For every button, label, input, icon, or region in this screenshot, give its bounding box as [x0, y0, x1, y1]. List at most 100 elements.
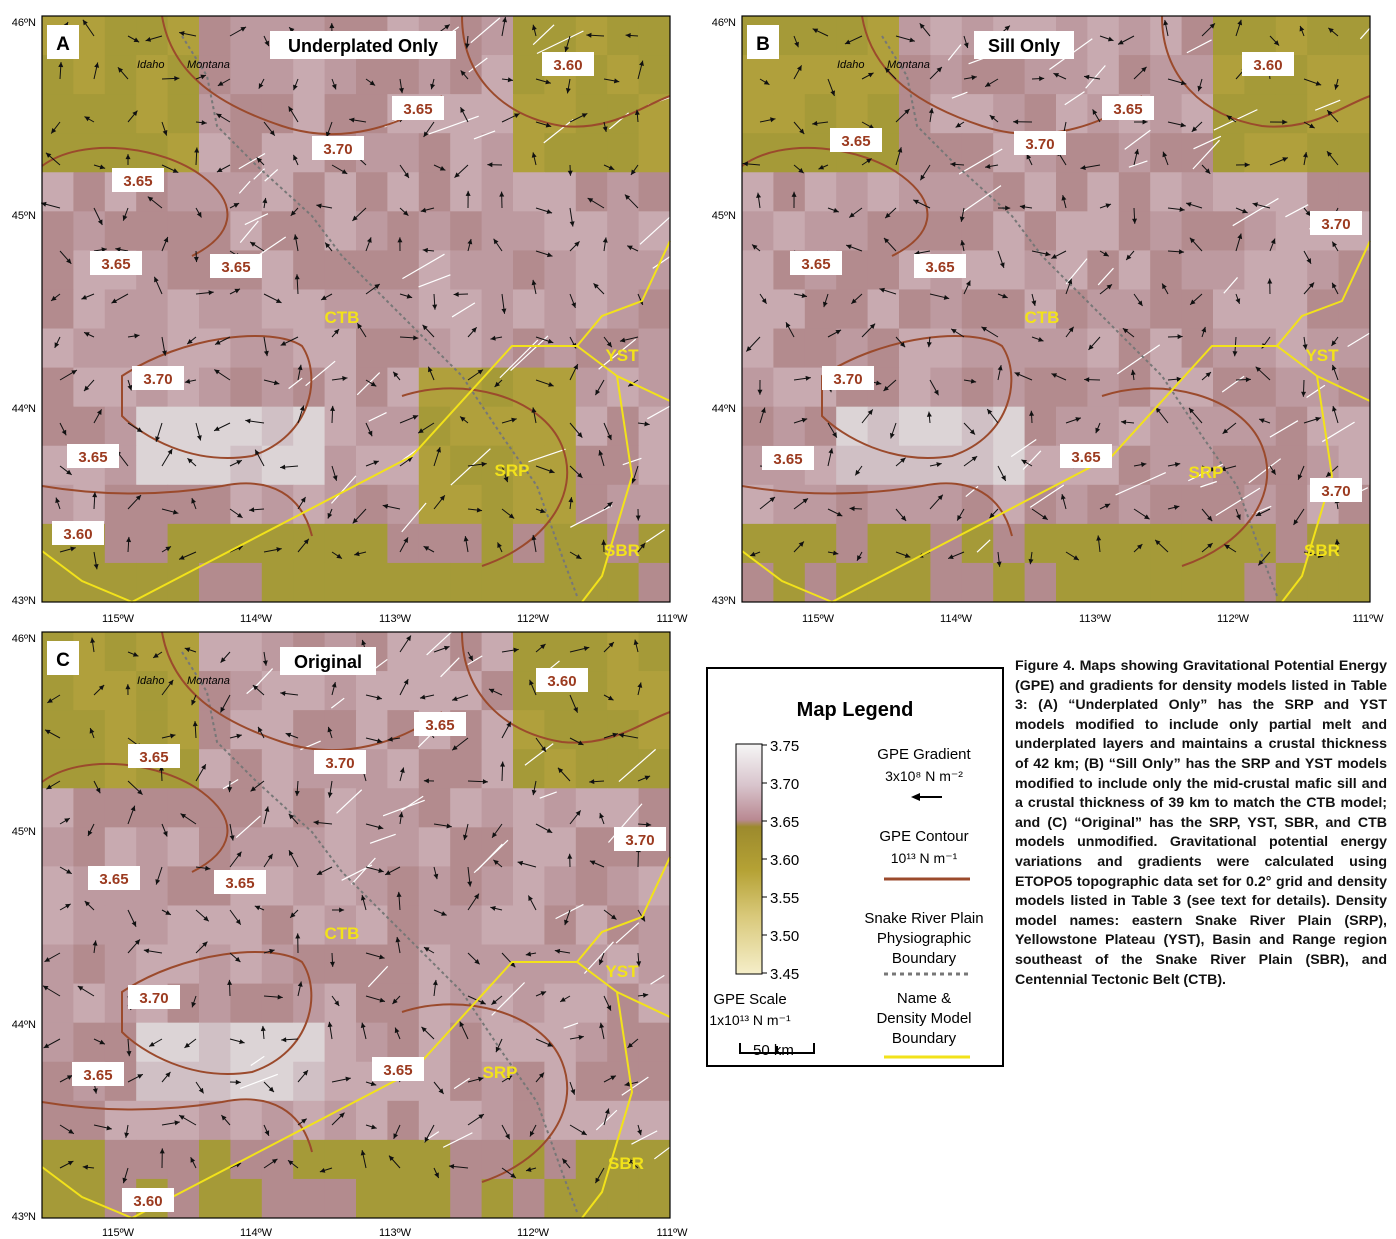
gpe-cell [450, 944, 483, 985]
gpe-cell [1056, 484, 1088, 525]
gradient-arrow-head [868, 72, 874, 78]
gradient-arrow-head [997, 365, 1003, 371]
fault-line [400, 795, 424, 812]
gradient-arrow-head [220, 657, 226, 663]
gpe-cell [42, 367, 74, 408]
gpe-cell [136, 710, 169, 750]
gpe-cell [1213, 328, 1245, 369]
gradient-arrow-head [481, 461, 487, 467]
gpe-cell [230, 944, 263, 985]
gpe-cell [73, 94, 106, 134]
contour-label-box [822, 366, 874, 390]
gradient-arrow-head [412, 415, 419, 420]
gpe-cell [199, 367, 231, 408]
gpe-cell [513, 1100, 545, 1141]
gradient-arrow-head [589, 779, 595, 785]
gradient-arrow-head [406, 293, 413, 299]
gradient-arrow-head [1302, 152, 1308, 158]
gpe-cell [356, 289, 388, 330]
gradient-arrow-head [237, 512, 243, 518]
gradient-arrow-head [868, 124, 875, 129]
gpe-cell [638, 671, 671, 711]
gpe-cell [324, 905, 357, 946]
lat-tick-label: 43ºN [12, 595, 36, 607]
map-border [41, 15, 671, 603]
gpe-cell [742, 406, 774, 447]
gradient-arrow-head [293, 234, 299, 240]
scale-unit: 1x10¹³ N m⁻¹ [709, 1012, 791, 1028]
gpe-cell [481, 16, 514, 56]
gpe-cell [867, 172, 900, 212]
gpe-cell [836, 328, 869, 369]
gradient-arrow-head [316, 203, 322, 209]
gradient-arrow-head [460, 416, 466, 422]
density-model-boundary [1316, 375, 1371, 402]
gpe-cell [993, 250, 1026, 290]
lat-tick-label: 46ºN [712, 17, 736, 29]
gpe-cell [42, 1022, 74, 1063]
gradient-arrow-head [1308, 282, 1315, 288]
fault-line [331, 475, 357, 504]
gradient-arrow-head [985, 81, 991, 87]
gpe-cell [42, 328, 74, 369]
gpe-cell [993, 406, 1026, 447]
fault-line [1188, 463, 1224, 482]
gradient-arrow-head [742, 161, 748, 167]
gradient-arrow-head [234, 288, 241, 294]
gpe-cell [42, 1100, 74, 1141]
contour-label-box [90, 251, 142, 275]
gradient-arrow-head [851, 298, 857, 304]
gpe-cell [481, 133, 514, 173]
gradient-arrow-head [404, 172, 409, 178]
gpe-cell [481, 289, 514, 330]
gpe-cell [742, 172, 774, 212]
fault-line [1359, 9, 1387, 40]
gradient-arrow-head [1334, 539, 1340, 545]
gradient-arrow-head [1328, 27, 1334, 33]
gpe-cell [230, 94, 263, 134]
gpe-cell [993, 211, 1026, 251]
gradient-arrow-head [398, 87, 404, 94]
contour-label-box [1310, 478, 1362, 502]
gradient-arrow-head [577, 472, 583, 478]
gpe-cell [293, 250, 326, 290]
gradient-arrow-head [269, 948, 275, 954]
gradient-arrow-head [642, 992, 649, 998]
fault-line [240, 1073, 279, 1089]
contour-label-box [414, 712, 466, 736]
gradient-arrow-head [84, 385, 90, 392]
gpe-cell [993, 94, 1026, 134]
gradient-arrow-head [624, 1081, 630, 1087]
gpe-cell [261, 523, 294, 564]
gradient-arrow-head [1068, 326, 1074, 333]
gradient-arrow-head [568, 497, 574, 503]
gradient-arrow-head [82, 1164, 89, 1170]
gpe-cell [1307, 172, 1340, 212]
gpe-cell [742, 94, 774, 134]
gpe-cell [481, 671, 514, 711]
gpe-cell [513, 562, 545, 603]
contour-label-box [128, 985, 180, 1009]
gpe-cell [387, 632, 420, 672]
fault-line [618, 748, 657, 783]
gradient-arrow-head [1173, 504, 1180, 510]
gpe-cell [607, 749, 640, 789]
gradient-arrow-head [191, 498, 196, 504]
gradient-arrow-head [1118, 39, 1124, 45]
region-label-ctb: CTB [1025, 308, 1060, 327]
gpe-cell [1024, 328, 1057, 369]
gpe-cell [230, 133, 263, 173]
gpe-cell [230, 406, 263, 447]
state-label-montana: Montana [887, 59, 930, 71]
gradient-arrow-head [541, 746, 547, 752]
gradient-arrow-head [93, 563, 99, 570]
gradient-arrow-head [799, 128, 805, 135]
gradient-arrow-head [1155, 407, 1161, 413]
gpe-cell [73, 1139, 106, 1180]
gpe-cell [1307, 367, 1340, 408]
contour-line [821, 335, 1013, 459]
fault-line [418, 274, 451, 288]
gradient-arrow-head [822, 301, 828, 308]
gradient-arrow-head [452, 745, 458, 751]
gpe-cell [513, 1022, 545, 1063]
